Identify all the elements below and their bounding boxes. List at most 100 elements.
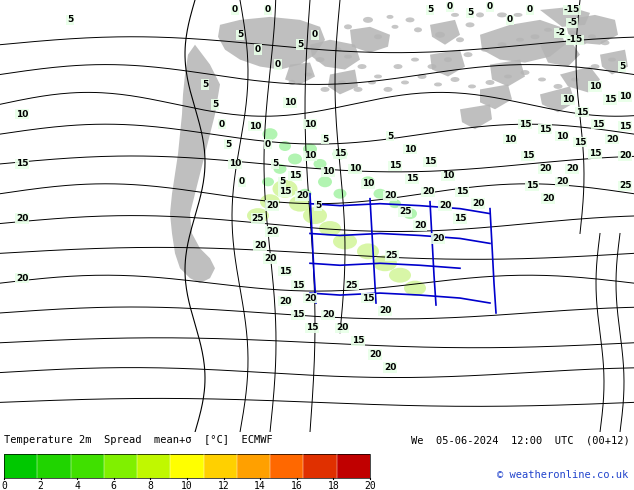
Ellipse shape bbox=[444, 57, 452, 62]
Text: 15: 15 bbox=[279, 187, 291, 196]
Text: 0: 0 bbox=[265, 5, 271, 14]
Text: 20: 20 bbox=[16, 214, 28, 223]
Text: 20: 20 bbox=[378, 306, 391, 316]
Text: 10: 10 bbox=[284, 98, 296, 107]
Polygon shape bbox=[310, 40, 360, 70]
Ellipse shape bbox=[514, 13, 522, 17]
Ellipse shape bbox=[363, 17, 373, 23]
Polygon shape bbox=[480, 84, 512, 109]
Ellipse shape bbox=[279, 141, 291, 151]
Ellipse shape bbox=[403, 208, 417, 219]
Text: 0: 0 bbox=[487, 2, 493, 11]
Text: -15: -15 bbox=[567, 35, 583, 44]
Text: 20: 20 bbox=[472, 199, 484, 208]
Text: 15: 15 bbox=[539, 124, 551, 134]
Text: -15: -15 bbox=[564, 5, 580, 14]
Text: 15: 15 bbox=[292, 281, 304, 290]
Ellipse shape bbox=[313, 159, 327, 169]
Text: 0: 0 bbox=[507, 15, 513, 24]
Text: 0: 0 bbox=[255, 45, 261, 54]
Text: 20: 20 bbox=[266, 227, 278, 236]
Text: 15: 15 bbox=[406, 174, 418, 183]
Ellipse shape bbox=[435, 32, 445, 38]
Ellipse shape bbox=[608, 58, 616, 62]
Text: 20: 20 bbox=[432, 234, 444, 243]
Ellipse shape bbox=[357, 244, 379, 259]
Text: 15: 15 bbox=[424, 157, 436, 167]
Text: 15: 15 bbox=[592, 120, 604, 129]
Ellipse shape bbox=[335, 47, 342, 52]
Bar bbox=[4, 454, 37, 478]
Polygon shape bbox=[218, 17, 325, 70]
Text: 15: 15 bbox=[389, 161, 401, 171]
Text: 15: 15 bbox=[604, 95, 616, 104]
Text: 20: 20 bbox=[566, 165, 578, 173]
Ellipse shape bbox=[387, 15, 394, 19]
Text: 20: 20 bbox=[16, 274, 28, 283]
Text: 20: 20 bbox=[264, 254, 276, 263]
Text: 25: 25 bbox=[619, 181, 631, 190]
Bar bbox=[204, 454, 237, 478]
Ellipse shape bbox=[368, 80, 376, 84]
Ellipse shape bbox=[344, 24, 352, 29]
Ellipse shape bbox=[578, 41, 586, 45]
Text: 15: 15 bbox=[456, 187, 469, 196]
Ellipse shape bbox=[273, 164, 287, 174]
Text: 0: 0 bbox=[232, 5, 238, 14]
Ellipse shape bbox=[463, 52, 472, 57]
Text: 20: 20 bbox=[304, 294, 316, 302]
Text: We  05-06-2024  12:00  UTC  (00+12): We 05-06-2024 12:00 UTC (00+12) bbox=[411, 435, 630, 445]
Ellipse shape bbox=[406, 17, 415, 23]
Text: 20: 20 bbox=[266, 201, 278, 210]
Ellipse shape bbox=[600, 40, 609, 45]
Text: 0: 0 bbox=[527, 5, 533, 14]
Text: 14: 14 bbox=[254, 481, 266, 490]
Text: 25: 25 bbox=[346, 281, 358, 290]
Ellipse shape bbox=[358, 64, 366, 69]
Polygon shape bbox=[285, 63, 315, 84]
Bar bbox=[37, 454, 70, 478]
Polygon shape bbox=[328, 70, 358, 95]
Ellipse shape bbox=[418, 74, 427, 79]
Ellipse shape bbox=[392, 25, 399, 29]
Text: 20: 20 bbox=[619, 151, 631, 161]
Text: 15: 15 bbox=[292, 311, 304, 319]
Ellipse shape bbox=[497, 12, 507, 17]
Ellipse shape bbox=[568, 30, 576, 35]
Ellipse shape bbox=[389, 199, 401, 208]
Ellipse shape bbox=[411, 58, 419, 62]
Polygon shape bbox=[460, 104, 492, 129]
Text: 5: 5 bbox=[297, 40, 303, 49]
Text: 5: 5 bbox=[467, 8, 473, 18]
Ellipse shape bbox=[553, 84, 562, 89]
Polygon shape bbox=[480, 20, 565, 63]
Text: 20: 20 bbox=[384, 363, 396, 372]
Text: 0: 0 bbox=[275, 60, 281, 69]
Text: 20: 20 bbox=[542, 194, 554, 203]
Ellipse shape bbox=[498, 42, 507, 47]
Ellipse shape bbox=[571, 77, 579, 81]
Text: -2: -2 bbox=[555, 28, 565, 37]
Ellipse shape bbox=[374, 34, 382, 39]
Ellipse shape bbox=[321, 87, 330, 92]
Text: 10: 10 bbox=[229, 159, 241, 169]
Ellipse shape bbox=[373, 189, 387, 199]
Ellipse shape bbox=[303, 207, 327, 224]
Text: 15: 15 bbox=[526, 181, 538, 190]
Ellipse shape bbox=[349, 164, 361, 174]
Text: 20: 20 bbox=[556, 177, 568, 186]
Ellipse shape bbox=[338, 80, 346, 84]
Bar bbox=[4, 454, 370, 478]
Ellipse shape bbox=[333, 233, 357, 249]
Text: 0: 0 bbox=[219, 120, 225, 129]
Text: 10: 10 bbox=[589, 82, 601, 91]
Ellipse shape bbox=[361, 176, 375, 187]
Text: 20: 20 bbox=[254, 241, 266, 250]
Text: 15: 15 bbox=[522, 151, 534, 161]
Text: 5: 5 bbox=[212, 100, 218, 109]
Ellipse shape bbox=[262, 177, 274, 186]
Text: 20: 20 bbox=[296, 191, 308, 200]
Text: 0: 0 bbox=[1, 481, 7, 490]
Text: 5: 5 bbox=[279, 177, 285, 186]
Ellipse shape bbox=[344, 55, 352, 59]
